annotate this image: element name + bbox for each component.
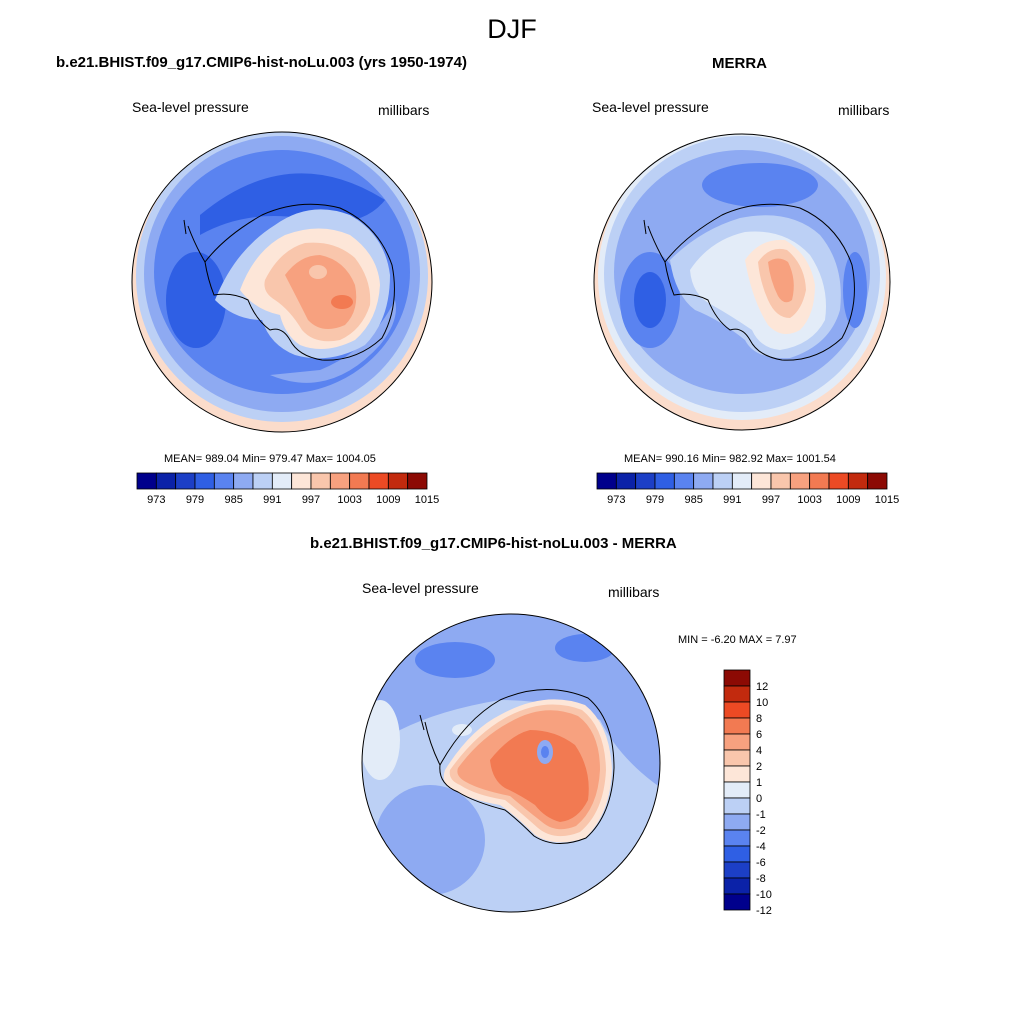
colorbar-tick-label: 1015	[875, 494, 899, 506]
colorbar-swatch	[723, 877, 751, 895]
colorbar-tick-label: 985	[224, 494, 242, 506]
colorbar-swatch	[723, 765, 751, 783]
colorbar-tick-label: -4	[756, 841, 766, 853]
colorbar-tick-label: 985	[684, 494, 702, 506]
colorbar-tick-label: -1	[756, 809, 766, 821]
colorbar-tick-label: -6	[756, 857, 766, 869]
merra-polar-map	[594, 134, 890, 430]
colorbar-tick-label: 2	[756, 761, 762, 773]
colorbar-swatch	[155, 472, 177, 490]
colorbar-swatch	[252, 472, 273, 490]
merra-units-label: millibars	[838, 102, 890, 118]
colorbar-swatch	[723, 829, 751, 847]
colorbar-swatch	[723, 749, 751, 767]
merra-panel-title: MERRA	[712, 55, 767, 72]
merra-colorbar: 973 979 985 991 997 1003 1009 1015	[596, 472, 899, 506]
colorbar-swatch	[175, 472, 196, 490]
colorbar-tick-label: 991	[263, 494, 281, 506]
colorbar-swatch	[723, 797, 751, 815]
colorbar-swatch	[789, 472, 811, 490]
colorbar-tick-label: -2	[756, 825, 766, 837]
colorbar-tick-label: 4	[756, 745, 762, 757]
colorbar-swatch	[136, 472, 157, 490]
model-panel-title: b.e21.BHIST.f09_g17.CMIP6-hist-noLu.003 …	[56, 54, 467, 71]
model-stats: MEAN= 989.04 Min= 979.47 Max= 1004.05	[164, 453, 376, 465]
colorbar-swatch	[712, 472, 733, 490]
colorbar-tick-label: 1003	[797, 494, 821, 506]
colorbar-swatch	[828, 472, 849, 490]
colorbar-swatch	[693, 472, 714, 490]
colorbar-tick-label: 979	[186, 494, 204, 506]
merra-map-border	[593, 133, 891, 431]
model-colorbar: 973 979 985 991 997 1003 1009 1015	[136, 472, 439, 506]
colorbar-swatch	[770, 472, 791, 490]
colorbar-tick-label: 0	[756, 793, 762, 805]
colorbar-tick-label: 8	[756, 713, 762, 725]
model-map-border	[131, 131, 433, 433]
colorbar-swatch	[723, 669, 751, 687]
diff-variable-label: Sea-level pressure	[362, 580, 479, 596]
colorbar-tick-label: -10	[756, 889, 772, 901]
colorbar-tick-label: 1	[756, 777, 762, 789]
colorbar-tick-label: 973	[147, 494, 165, 506]
diff-stats: MIN = -6.20 MAX = 7.97	[678, 634, 797, 646]
diff-units-label: millibars	[608, 584, 660, 600]
colorbar-swatch	[673, 472, 695, 490]
merra-stats: MEAN= 990.16 Min= 982.92 Max= 1001.54	[624, 453, 836, 465]
colorbar-swatch	[723, 733, 751, 751]
colorbar-swatch	[723, 781, 751, 799]
colorbar-tick-label: 997	[762, 494, 780, 506]
colorbar-swatch	[349, 472, 370, 490]
model-polar-map	[132, 132, 432, 432]
colorbar-tick-label: 1009	[836, 494, 860, 506]
diff-polar-map	[362, 614, 660, 912]
colorbar-tick-label: 1009	[376, 494, 400, 506]
colorbar-swatch	[407, 472, 428, 490]
merra-variable-label: Sea-level pressure	[592, 99, 709, 115]
colorbar-tick-label: 973	[607, 494, 625, 506]
colorbar-tick-label: 10	[756, 697, 768, 709]
diff-panel-title: b.e21.BHIST.f09_g17.CMIP6-hist-noLu.003 …	[310, 535, 677, 552]
colorbar-swatch	[271, 472, 293, 490]
colorbar-swatch	[847, 472, 869, 490]
colorbar-tick-label: 991	[723, 494, 741, 506]
model-variable-label: Sea-level pressure	[132, 99, 249, 115]
colorbar-tick-label: 997	[302, 494, 320, 506]
colorbar-swatch	[654, 472, 675, 490]
colorbar-swatch	[723, 701, 751, 719]
colorbar-swatch	[723, 813, 751, 831]
colorbar-tick-label: 979	[646, 494, 664, 506]
colorbar-swatch	[731, 472, 753, 490]
colorbar-swatch	[751, 472, 772, 490]
colorbar-swatch	[213, 472, 235, 490]
colorbar-swatch	[635, 472, 656, 490]
model-units-label: millibars	[378, 102, 430, 118]
colorbar-swatch	[387, 472, 409, 490]
colorbar-tick-label: -8	[756, 873, 766, 885]
colorbar-swatch	[233, 472, 254, 490]
colorbar-swatch	[723, 845, 751, 863]
colorbar-swatch	[291, 472, 312, 490]
colorbar-tick-label: 1015	[415, 494, 439, 506]
figure-title: DJF	[487, 14, 537, 44]
colorbar-tick-label: -12	[756, 905, 772, 917]
colorbar-swatch	[615, 472, 637, 490]
colorbar-swatch	[723, 685, 751, 703]
colorbar-tick-label: 6	[756, 729, 762, 741]
colorbar-swatch	[867, 472, 888, 490]
colorbar-swatch	[194, 472, 215, 490]
colorbar-tick-label: 1003	[337, 494, 361, 506]
colorbar-tick-label: 12	[756, 681, 768, 693]
diff-map-border	[361, 613, 661, 913]
colorbar-swatch	[329, 472, 351, 490]
colorbar-swatch	[596, 472, 617, 490]
colorbar-swatch	[310, 472, 331, 490]
colorbar-swatch	[723, 861, 751, 879]
colorbar-swatch	[368, 472, 389, 490]
colorbar-swatch	[809, 472, 830, 490]
colorbar-swatch	[723, 893, 751, 911]
colorbar-swatch	[723, 717, 751, 735]
